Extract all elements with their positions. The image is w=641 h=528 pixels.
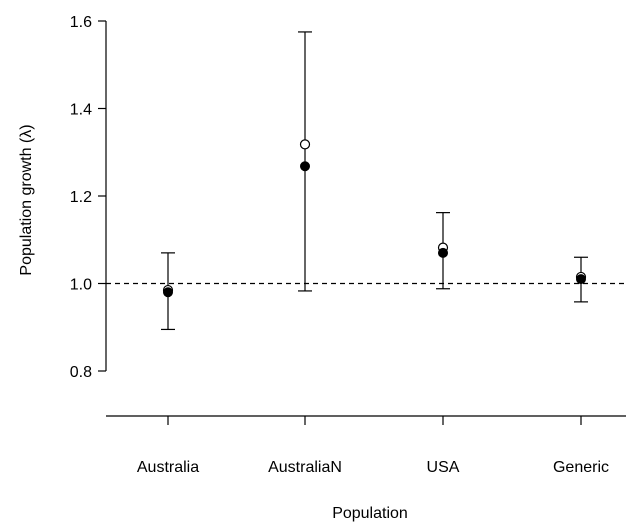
y-tick-label: 1.0 [70, 277, 92, 294]
open-point [299, 139, 311, 150]
x-tick-label: USA [427, 459, 460, 476]
filled-point [300, 161, 310, 172]
filled-point [438, 247, 448, 258]
filled-point [163, 287, 173, 298]
x-tick-label: Australia [137, 459, 199, 476]
y-tick-label: 1.2 [70, 189, 92, 206]
x-axis-title: Population [332, 505, 408, 522]
y-tick-label: 1.4 [70, 102, 92, 119]
y-tick-label: 0.8 [70, 364, 92, 381]
x-tick-label: AustraliaN [268, 459, 342, 476]
y-axis-title: Population growth (λ) [18, 124, 35, 275]
filled-point [576, 274, 586, 285]
plot-area: 0.8 1.0 1.2 1.4 1.6 Australia AustraliaN USA Gen… [70, 14, 626, 476]
y-tick-label: 1.6 [70, 14, 92, 31]
x-tick-label: Generic [553, 459, 609, 476]
